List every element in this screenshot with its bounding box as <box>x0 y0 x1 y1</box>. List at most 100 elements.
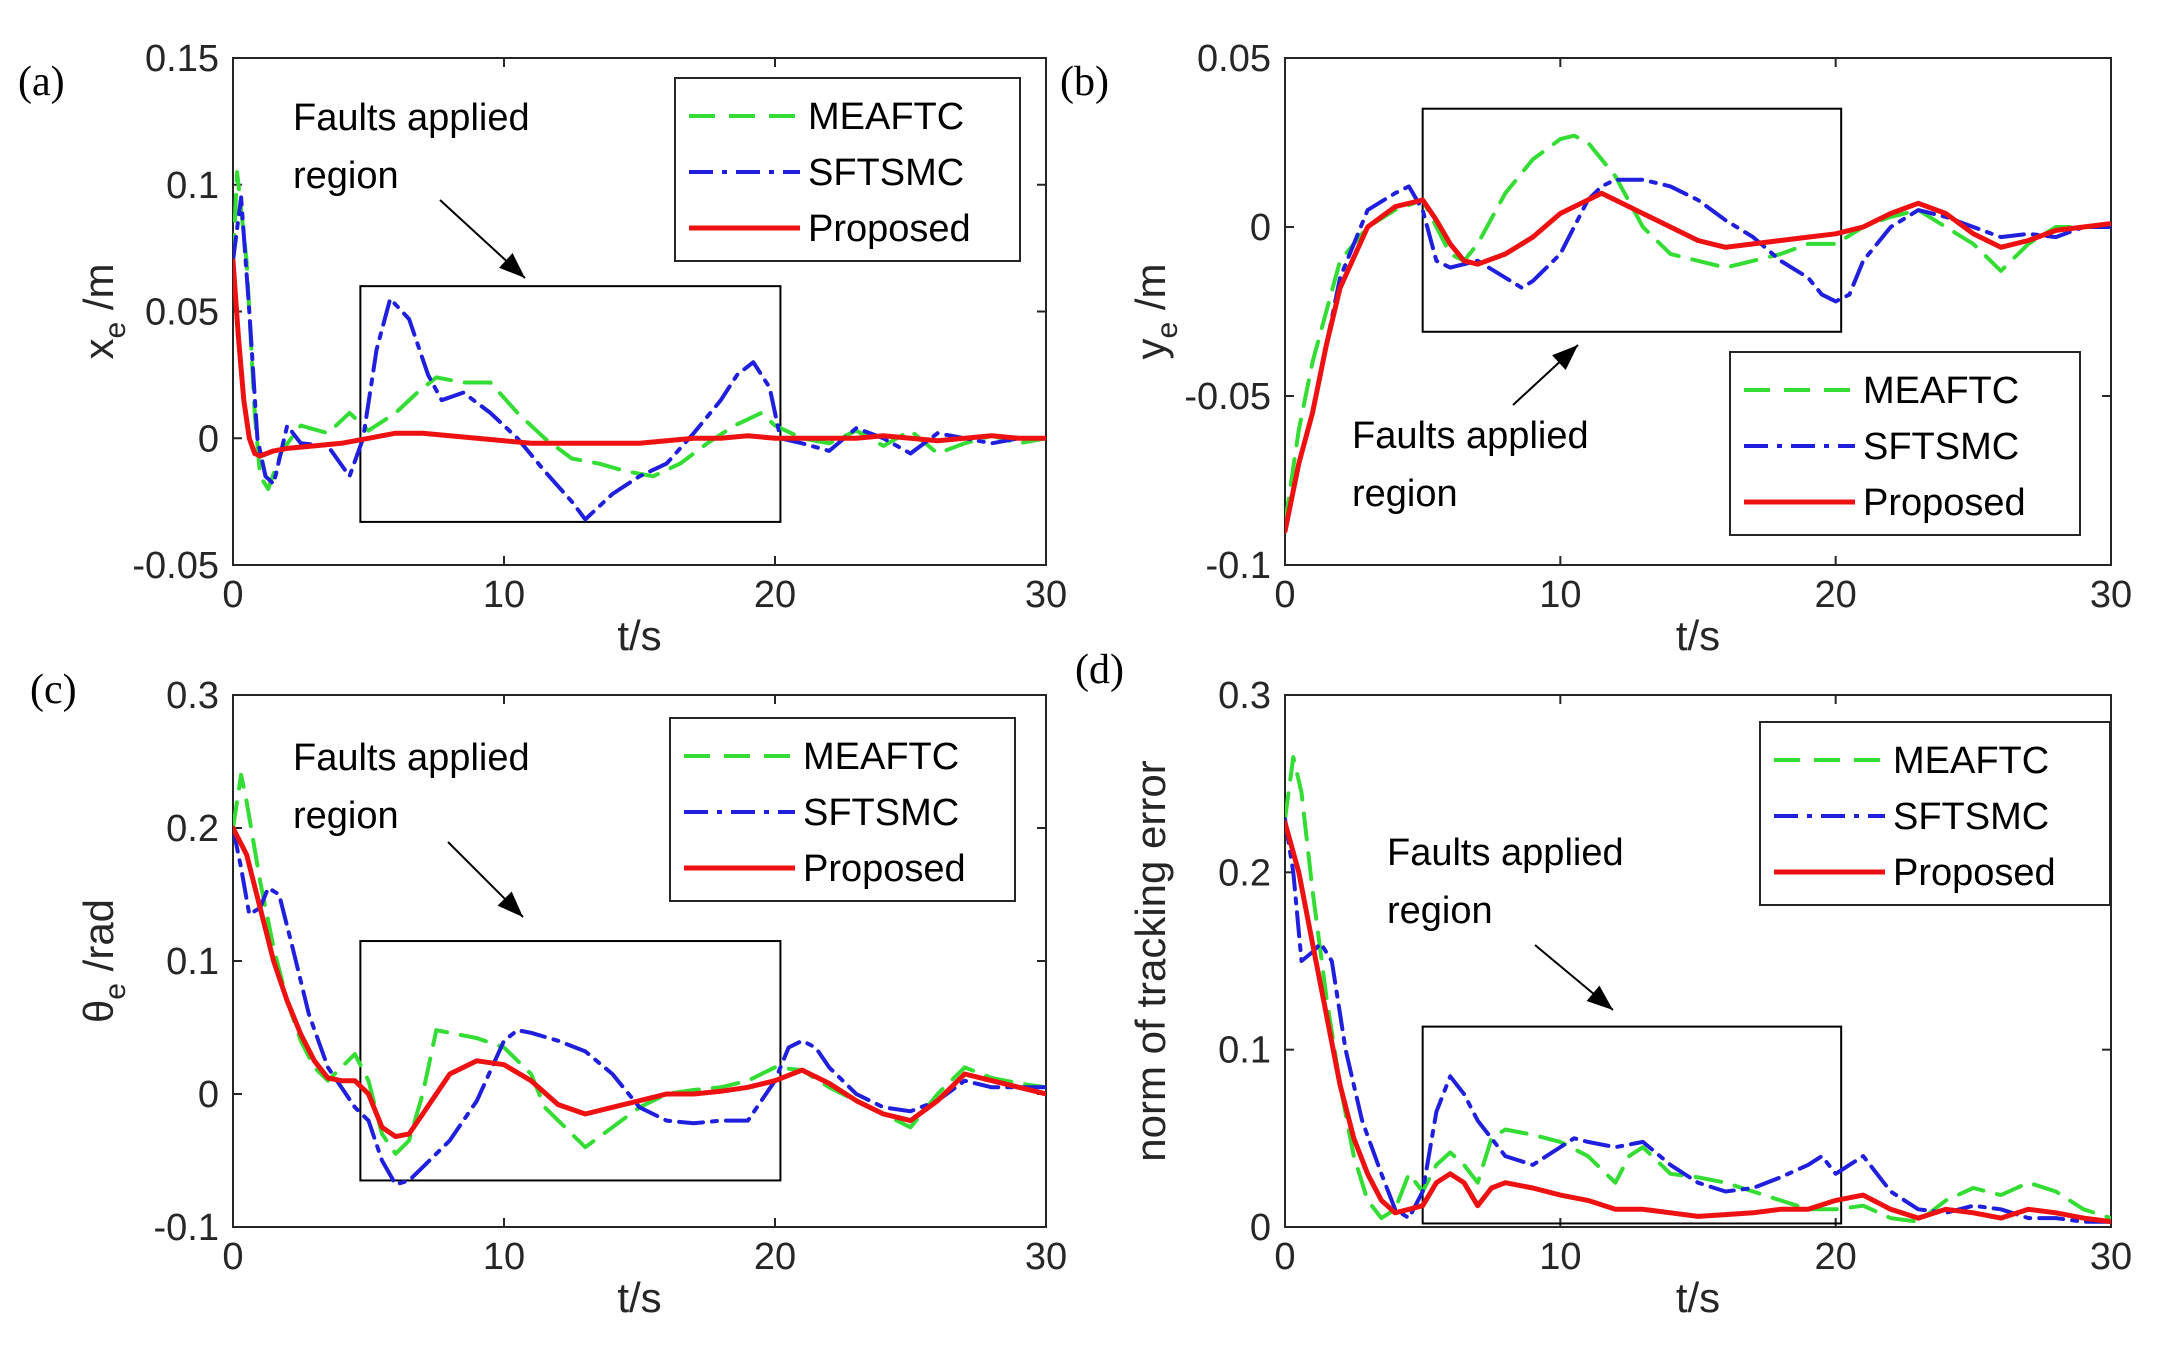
annotation-arrowhead <box>1586 985 1613 1010</box>
fault-region-box <box>359 285 782 523</box>
y-axis-label-sub: e <box>99 322 132 339</box>
x-axis-label: t/s <box>617 1274 661 1321</box>
annotation-line: region <box>1387 890 1493 932</box>
series-line-sftsmc <box>233 195 1046 522</box>
legend-label-sftsmc: SFTSMC <box>803 792 959 834</box>
x-tick-label: 20 <box>754 574 796 616</box>
series-group <box>233 170 1046 522</box>
y-tick-label: 0.05 <box>145 292 219 334</box>
fault-region-box <box>1421 107 1843 333</box>
y-axis-label-main: y <box>1127 339 1174 360</box>
y-axis-label-sub: e <box>99 983 132 1000</box>
legend: MEAFTC SFTSMC Proposed <box>1759 721 2111 906</box>
y-tick-label: 0 <box>1250 1207 1271 1249</box>
y-tick-label: 0.2 <box>1218 852 1271 894</box>
chart-panel-3: 0 10 20 30-0.100.10.20.3t/sθe /rad(c)Faults… <box>30 667 1067 1321</box>
y-tick-label: 0 <box>198 418 219 460</box>
legend-label-proposed: Proposed <box>808 208 971 250</box>
series-line-sftsmc <box>1285 817 2111 1224</box>
y-axis-label-unit: /rad <box>75 899 122 983</box>
y-axis-label-sub: e <box>1151 322 1184 339</box>
chart-panel-4: 0 10 20 30 0 0.1 0.2 0.3 t/s norm of tracking err… <box>1075 647 2132 1321</box>
annotation-line: Faults applied <box>1387 832 1624 874</box>
series-line-proposed <box>233 258 1046 459</box>
x-tick-label: 30 <box>1025 1236 1067 1278</box>
x-tick-label: 0 <box>1274 574 1295 616</box>
y-axis-label: ye /m <box>1127 263 1184 359</box>
series-line-proposed <box>233 825 1046 1140</box>
y-axis-label: xe /m <box>75 263 132 359</box>
y-tick-label: 0.05 <box>1197 38 1271 80</box>
x-tick-label: 10 <box>1539 574 1581 616</box>
annotation-arrowhead <box>499 253 525 278</box>
x-tick-label: 0 <box>222 1236 243 1278</box>
annotation-arrowhead <box>1552 345 1578 370</box>
legend-label-sftsmc: SFTSMC <box>1893 796 2049 838</box>
y-axis-label-unit: /m <box>75 263 122 321</box>
annotation-text: Faults applied region <box>1387 832 1624 932</box>
y-axis-label: θe /rad <box>75 899 132 1023</box>
chart-panel-2: 0 10 20 30 -0.1 -0.05 0 0.05 t/s ye /m (b) Faults a… <box>1060 38 2132 659</box>
x-tick-label: 10 <box>483 1236 525 1278</box>
y-tick-label: 0 <box>1250 207 1271 249</box>
y-tick-label: 0.3 <box>1218 675 1271 717</box>
series-group <box>1285 133 2111 534</box>
y-tick-label: -0.1 <box>1206 545 1271 587</box>
x-tick-label: 30 <box>2090 574 2132 616</box>
series-line-sftsmc <box>233 826 1046 1187</box>
legend-label-meaftc: MEAFTC <box>1893 740 2049 782</box>
legend: MEAFTC SFTSMC Proposed <box>674 77 1021 262</box>
annotation-line: region <box>1352 473 1458 515</box>
y-tick-label: -0.1 <box>154 1207 219 1249</box>
y-tick-label: 0.1 <box>1218 1030 1271 1072</box>
series-line-sftsmc <box>1285 177 2111 534</box>
y-axis-label-main: x <box>75 339 122 360</box>
panel-label: (b) <box>1060 59 1109 105</box>
y-tick-label: 0.3 <box>166 675 219 717</box>
x-tick-label: 20 <box>1815 1236 1857 1278</box>
legend-label-meaftc: MEAFTC <box>808 96 964 138</box>
x-tick-label: 30 <box>1025 574 1067 616</box>
x-tick-label: 10 <box>1539 1236 1581 1278</box>
y-tick-label: 0.1 <box>166 941 219 983</box>
panel-label: (d) <box>1075 647 1124 693</box>
annotation-text: Faults applied region <box>1352 415 1589 515</box>
legend-label-proposed: Proposed <box>1863 482 2026 524</box>
annotation-arrowhead <box>497 891 523 917</box>
annotation-text: Faults applied region <box>293 97 530 197</box>
y-tick-label: 0.15 <box>145 38 219 80</box>
x-axis-label: t/s <box>1676 612 1720 659</box>
legend-label-meaftc: MEAFTC <box>1863 370 2019 412</box>
x-axis-label: t/s <box>617 612 661 659</box>
panel-label: (a) <box>18 59 65 105</box>
legend: MEAFTC SFTSMC Proposed <box>1729 351 2081 536</box>
x-tick-label: 0 <box>222 574 243 616</box>
annotation-line: region <box>293 795 399 837</box>
annotation-line: Faults applied <box>293 737 530 779</box>
x-tick-label: 30 <box>2090 1236 2132 1278</box>
legend-label-proposed: Proposed <box>803 848 966 890</box>
legend-label-proposed: Proposed <box>1893 852 2056 894</box>
legend-label-sftsmc: SFTSMC <box>1863 426 2019 468</box>
legend-label-meaftc: MEAFTC <box>803 736 959 778</box>
y-tick-label: -0.05 <box>132 545 219 587</box>
x-tick-label: 10 <box>483 574 525 616</box>
x-tick-label: 20 <box>1815 574 1857 616</box>
legend: MEAFTC SFTSMC Proposed <box>669 717 1016 902</box>
series-group <box>233 772 1046 1187</box>
annotation-line: region <box>293 155 399 197</box>
y-axis-label-main: norm of tracking error <box>1127 760 1174 1161</box>
legend-label-sftsmc: SFTSMC <box>808 152 964 194</box>
legend-box <box>674 77 1021 262</box>
y-axis-label-unit: /m <box>1127 263 1174 321</box>
y-axis-label-main: θ <box>75 1000 122 1023</box>
y-axis-label: norm of tracking error <box>1127 760 1174 1161</box>
series-line-proposed <box>1285 190 2111 534</box>
x-tick-label: 0 <box>1274 1236 1295 1278</box>
annotation-line: Faults applied <box>1352 415 1589 457</box>
x-axis-label: t/s <box>1676 1274 1720 1321</box>
series-line-proposed <box>1285 820 2111 1225</box>
annotation-text: Faults applied region <box>293 737 530 837</box>
